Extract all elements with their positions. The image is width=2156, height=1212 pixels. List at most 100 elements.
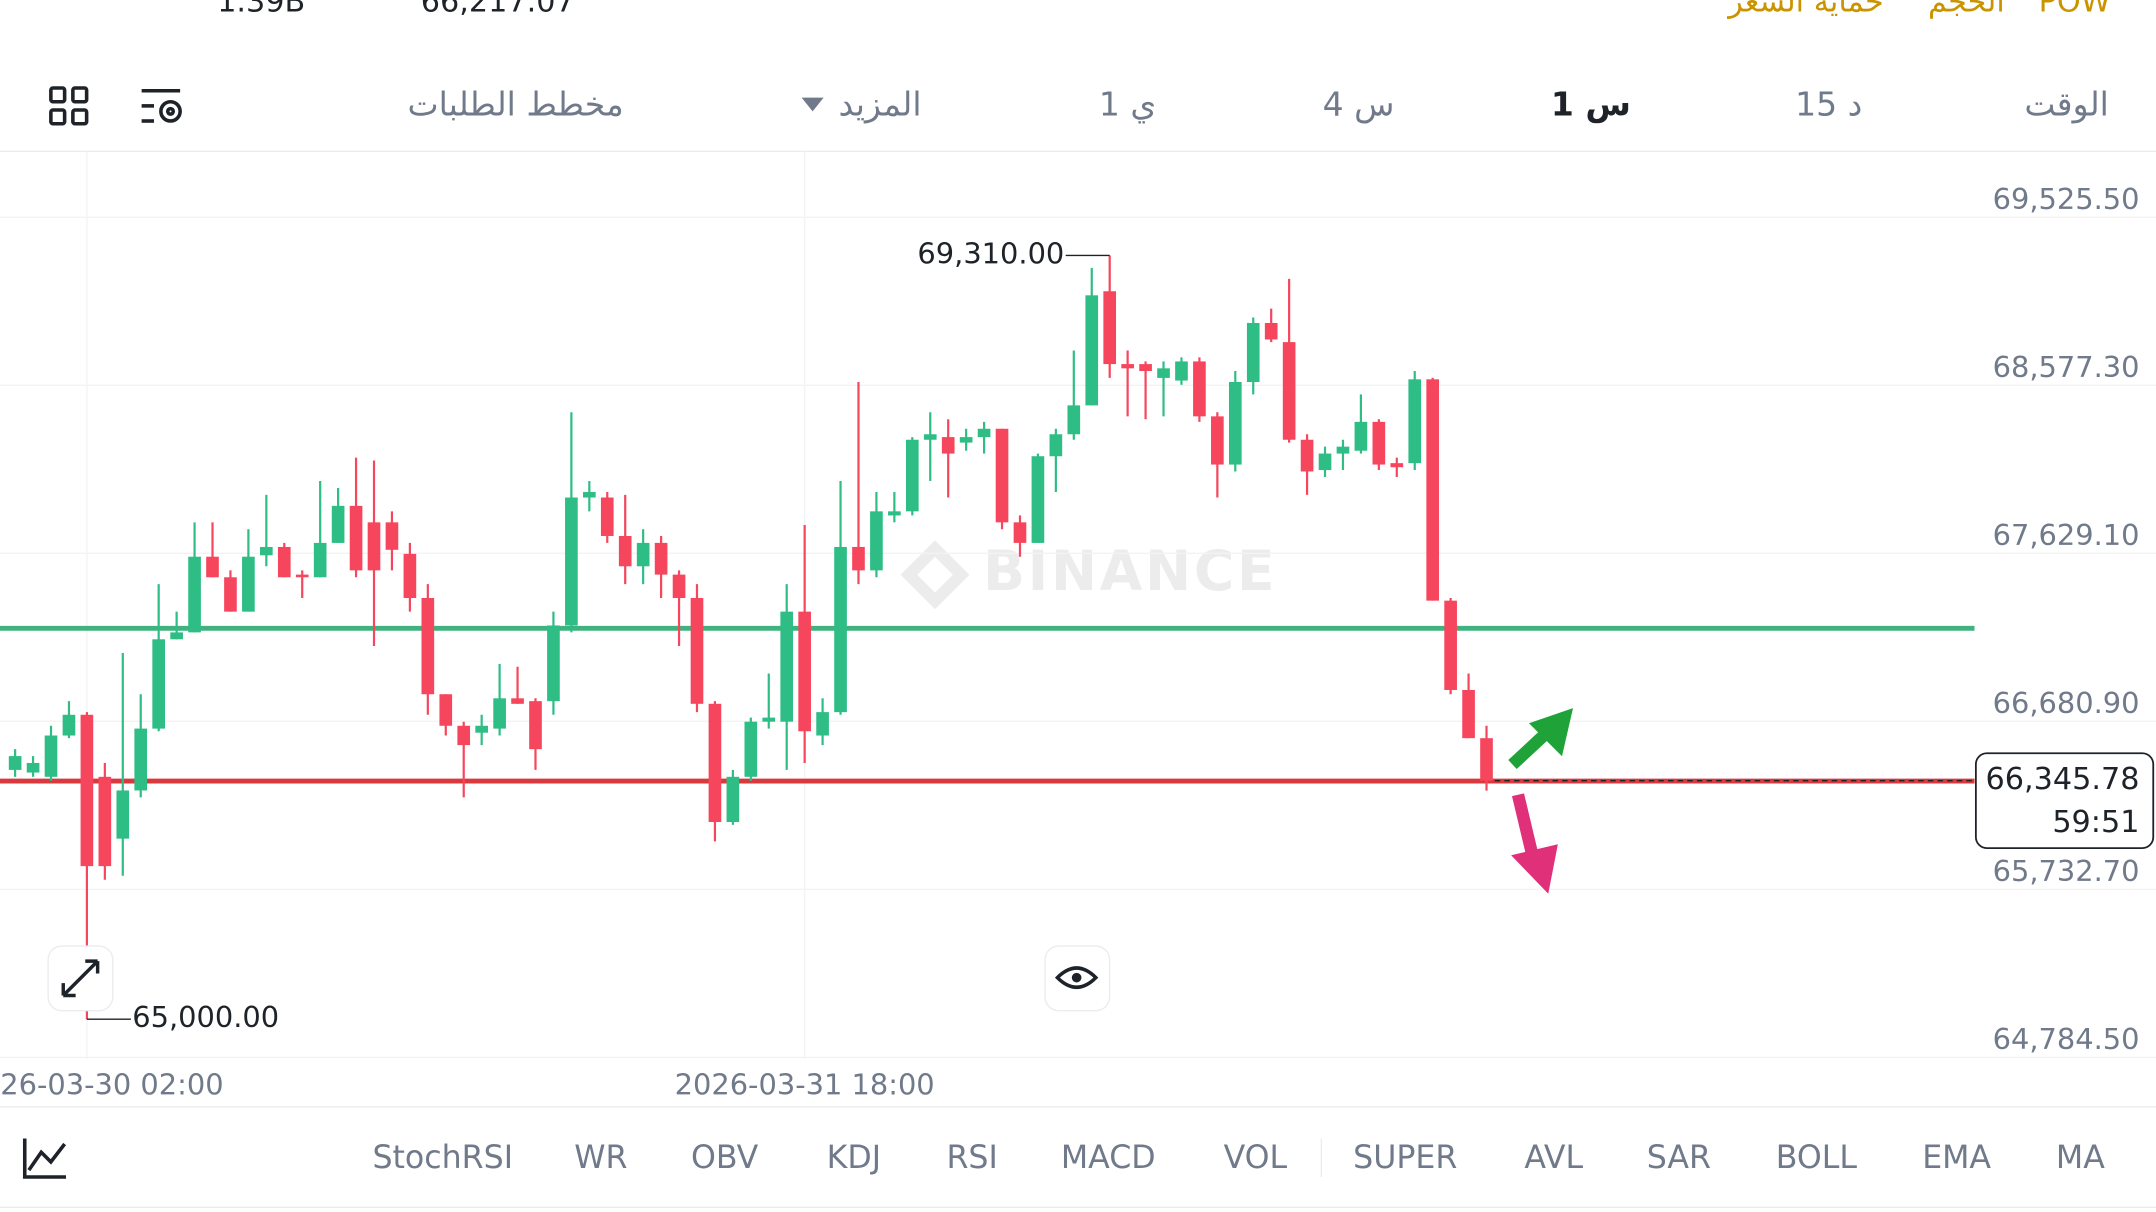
top-label: الحجم (1928, 0, 2005, 19)
candle-body (995, 428, 1009, 523)
candle-body (1480, 738, 1493, 781)
candle-body (1067, 405, 1081, 435)
expand-button[interactable] (47, 945, 114, 1012)
timeframe-tab[interactable]: س 1 (1551, 84, 1631, 123)
indicator-tab[interactable]: MACD (1061, 1140, 1156, 1176)
settings-icon[interactable] (141, 88, 182, 123)
candle-body (170, 632, 183, 640)
indicator-tab[interactable]: MA (2056, 1140, 2105, 1176)
indicator-tab[interactable]: KDJ (827, 1140, 881, 1176)
watermark-logo (900, 540, 970, 610)
candle-body (367, 522, 381, 571)
candle-body (403, 553, 417, 599)
timeframe-tab[interactable]: 4 س (1323, 84, 1395, 123)
candle-body (80, 714, 94, 867)
candle-body (188, 556, 201, 633)
candle-body (1121, 364, 1134, 369)
timeframe-tab[interactable]: الوقت (2024, 84, 2108, 123)
candle-body (98, 776, 112, 867)
indicator-tab[interactable]: BOLL (1776, 1140, 1858, 1176)
candle-body (762, 717, 776, 722)
dropdown-caret (801, 97, 824, 112)
plot: BINANCE 26-03-30 02:00 2026-03-31 18:00 69,… (0, 151, 2156, 1101)
candle-body (152, 639, 165, 729)
candle-body (852, 546, 865, 571)
x-tick-label: 2026-03-31 18:00 (675, 1067, 935, 1101)
indicator-tab[interactable]: AVL (1524, 1140, 1583, 1176)
candle-body (1211, 416, 1224, 465)
price-annotation: 65,000.00 (132, 1000, 279, 1034)
indicator-tab[interactable]: RSI (946, 1140, 997, 1176)
candle-body (1390, 463, 1404, 468)
candle-body (1408, 379, 1422, 464)
candle-body (618, 535, 632, 567)
candle-body (1157, 368, 1170, 378)
candle-body (636, 542, 650, 567)
indicator-icon[interactable] (22, 1138, 67, 1179)
indicator-tab[interactable]: SAR (1647, 1140, 1711, 1176)
y-tick-label: 65,732.70 (1993, 854, 2140, 888)
candle-body (726, 776, 740, 822)
candle-body (744, 721, 758, 777)
candle-body (834, 546, 847, 713)
top-label: POW (2039, 0, 2111, 19)
candle-body (1264, 322, 1278, 340)
candle-body (1049, 434, 1063, 457)
candle-body (565, 497, 578, 626)
candle-body (1103, 291, 1117, 365)
candle-body (870, 511, 883, 571)
candle-body (780, 611, 794, 722)
eye-button[interactable] (1044, 945, 1111, 1012)
candle-body (959, 437, 973, 443)
indicator-tab[interactable]: StochRSI (372, 1140, 513, 1176)
indicator-tab[interactable]: SUPER (1353, 1140, 1457, 1176)
layout-icon[interactable] (49, 86, 89, 126)
up-arrow (1508, 708, 1573, 770)
candle-body (385, 522, 399, 550)
candle-body (816, 712, 829, 736)
candle-body (26, 762, 40, 773)
timeframe-tab[interactable]: المزيد (838, 84, 921, 123)
watermark-text: BINANCE (983, 539, 1277, 603)
y-tick-label: 66,680.90 (1993, 686, 2140, 720)
timeframe-tab[interactable]: 1 ي (1099, 84, 1156, 123)
timeframe-tab[interactable]: مخطط الطلبات (408, 84, 624, 123)
candle-body (8, 756, 22, 770)
watermark: BINANCE (900, 539, 1277, 610)
candle-body (349, 505, 363, 571)
candle-body (583, 492, 596, 498)
y-tick-label: 68,577.30 (1993, 350, 2140, 384)
candle-body (672, 574, 686, 599)
candle-body (1031, 456, 1045, 543)
indicator-tab[interactable]: OBV (691, 1140, 759, 1176)
candle-body (134, 728, 148, 791)
candle-body (1139, 364, 1152, 371)
candle-body (224, 577, 237, 612)
candle-body (690, 598, 704, 704)
volume: 1.39B (217, 0, 305, 19)
candle-body (1085, 295, 1099, 406)
candle-body (708, 703, 722, 822)
candle-body (116, 790, 130, 839)
candle-body (457, 725, 471, 746)
down-arrow (1511, 793, 1558, 894)
timeframe-tab[interactable]: 15 د (1795, 84, 1862, 123)
candle-body (547, 625, 560, 702)
x-tick-label: 26-03-30 02:00 (0, 1067, 223, 1101)
indicator-tab[interactable]: WR (574, 1140, 627, 1176)
candle-body (1336, 446, 1350, 454)
candle-body (1228, 381, 1242, 465)
indicator-tab[interactable]: VOL (1224, 1140, 1288, 1176)
candle-body (1354, 421, 1368, 451)
candle-body (1426, 379, 1440, 601)
candle-body (600, 497, 614, 536)
candle-body (260, 546, 273, 556)
candle-body (313, 542, 327, 578)
candle-body (905, 439, 919, 512)
candle-body (1013, 522, 1027, 543)
candle-body (1318, 453, 1332, 471)
price-tag-countdown: 59:51 (2052, 805, 2139, 840)
candle-body (421, 598, 435, 695)
indicator-tab[interactable]: EMA (1922, 1140, 1991, 1176)
